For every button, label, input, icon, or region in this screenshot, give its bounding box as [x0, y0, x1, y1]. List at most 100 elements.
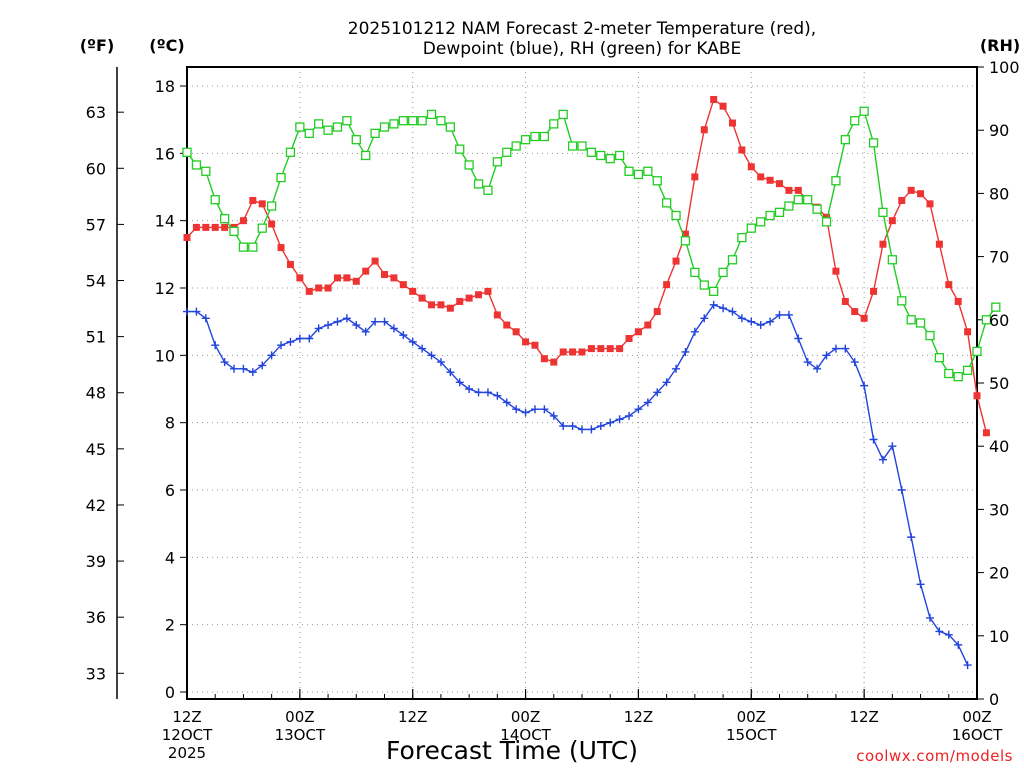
temperature-point — [352, 277, 360, 285]
temperature-point — [766, 176, 774, 184]
axes — [116, 66, 984, 700]
fahrenheit-tick-label: 33 — [86, 664, 106, 683]
rh-tick-label: 80 — [989, 184, 1009, 203]
dewpoint-point — [578, 425, 586, 434]
rh-point — [389, 119, 399, 129]
x-tick-label: 12Z — [398, 708, 427, 726]
temperature-point — [305, 287, 313, 295]
rh-point — [925, 330, 935, 341]
temperature-point — [832, 267, 840, 275]
temperature-point — [456, 297, 464, 305]
rh-point — [473, 179, 484, 189]
temperature-point — [569, 348, 577, 356]
temperature-point — [785, 186, 793, 194]
dewpoint-point — [709, 300, 718, 309]
temperature-point — [973, 392, 981, 400]
rh-point — [897, 296, 907, 306]
rh-point — [201, 166, 211, 176]
dewpoint-point — [568, 422, 577, 431]
celsius-tick-label: 2 — [165, 616, 175, 635]
temperature-point — [719, 102, 727, 110]
rh-point — [304, 128, 314, 139]
fahrenheit-tick-label: 48 — [86, 384, 106, 403]
rh-tick-label: 70 — [989, 248, 1009, 267]
rh-tick-label: 90 — [989, 121, 1009, 140]
celsius-tick-label: 18 — [155, 77, 175, 96]
temperature-point — [268, 220, 276, 228]
temperature-point — [540, 355, 548, 363]
rh-point — [483, 185, 493, 195]
dewpoint-point — [380, 317, 389, 326]
rh-point — [285, 147, 296, 157]
celsius-unit-label: (ºC) — [149, 36, 184, 55]
temperature-point — [249, 196, 257, 204]
rh-point — [624, 166, 634, 176]
celsius-tick-label: 14 — [155, 212, 175, 231]
temperature-point — [879, 240, 887, 248]
rh-point — [887, 255, 898, 265]
celsius-tick-label: 4 — [165, 548, 175, 567]
temperature-point — [644, 321, 652, 329]
rh-point — [868, 138, 879, 148]
rh-point — [276, 172, 286, 183]
rh-point — [859, 106, 869, 116]
rh-point — [257, 223, 267, 233]
celsius-tick-label: 16 — [155, 144, 175, 163]
rh-point — [379, 122, 390, 132]
rh-point — [492, 157, 503, 167]
celsius-tick-label: 6 — [165, 481, 175, 500]
rh-point — [690, 267, 700, 278]
rh-point — [426, 109, 437, 120]
credit-text: coolwx.com/models — [856, 747, 1013, 765]
temperature-point — [578, 348, 586, 356]
dewpoint-point — [540, 405, 549, 414]
temperature-point — [550, 358, 558, 366]
temperature-point — [851, 308, 859, 316]
temperature-point — [258, 200, 266, 208]
x-tick-label: 00Z — [962, 708, 991, 726]
dewpoint-point — [211, 341, 220, 350]
rh-point — [530, 131, 540, 142]
rh-point — [370, 128, 380, 139]
temperature-point — [691, 173, 699, 181]
dewpoint-point — [446, 368, 455, 377]
dewpoint-point — [841, 344, 850, 353]
x-tick-label: 12Z — [172, 708, 201, 726]
dewpoint-series-line — [187, 303, 969, 666]
rh-point — [567, 141, 578, 151]
temperature-point — [522, 338, 530, 346]
temperature-point — [917, 190, 925, 198]
rh-point — [210, 195, 220, 205]
dewpoint-point — [756, 321, 765, 330]
dewpoint-point — [474, 388, 483, 397]
rh-tick-label: 30 — [989, 500, 1009, 519]
temperature-point — [390, 274, 398, 282]
fahrenheit-unit-label: (ºF) — [80, 36, 115, 55]
rh-point — [944, 368, 954, 379]
rh-point — [756, 217, 766, 227]
dewpoint-point — [775, 310, 784, 319]
temperature-point — [484, 287, 492, 295]
rh-point — [699, 280, 709, 290]
temperature-point — [333, 274, 341, 282]
temperature-point — [315, 284, 323, 292]
temperature-point — [211, 223, 219, 231]
dewpoint-point — [389, 324, 398, 333]
dewpoint-point — [220, 358, 229, 367]
x-tick-label: 13OCT — [275, 726, 326, 744]
rh-tick-label: 50 — [989, 374, 1009, 393]
rh-point — [219, 214, 230, 224]
rh-point — [332, 122, 343, 132]
dewpoint-point — [869, 435, 878, 444]
temperature-point — [700, 126, 708, 134]
dewpoint-point — [286, 337, 295, 346]
dewpoint-point — [483, 388, 492, 397]
temperature-point — [362, 267, 370, 275]
plot-frame — [186, 66, 978, 700]
fahrenheit-tick-label: 45 — [86, 440, 106, 459]
celsius-tick-label: 10 — [155, 346, 175, 365]
dewpoint-point — [277, 341, 286, 350]
fahrenheit-tick-label: 42 — [86, 496, 106, 515]
fahrenheit-tick-label: 54 — [86, 272, 106, 291]
rh-point — [831, 176, 841, 186]
